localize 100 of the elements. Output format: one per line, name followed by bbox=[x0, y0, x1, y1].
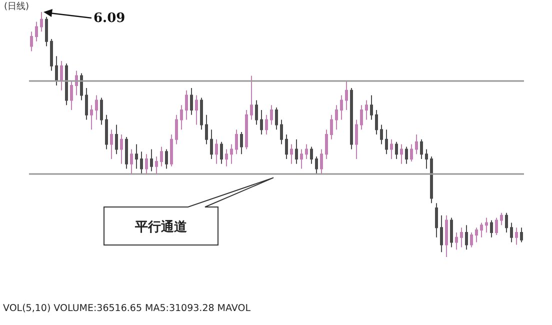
candlestick bbox=[65, 62, 68, 106]
candlestick bbox=[30, 31, 33, 52]
candlestick bbox=[175, 114, 178, 145]
candlestick bbox=[520, 227, 523, 243]
candlestick bbox=[440, 214, 443, 253]
candlestick bbox=[145, 154, 148, 174]
candlestick bbox=[115, 124, 118, 155]
candlestick bbox=[275, 107, 278, 130]
candlestick bbox=[370, 94, 373, 120]
candlestick bbox=[495, 217, 498, 236]
candlestick bbox=[300, 148, 303, 170]
candlestick bbox=[335, 104, 338, 130]
candlestick bbox=[265, 114, 268, 135]
candlestick bbox=[165, 148, 168, 170]
candlestick bbox=[55, 56, 58, 86]
candlestick bbox=[250, 75, 253, 120]
candlestick bbox=[480, 222, 483, 238]
candlestick bbox=[205, 114, 208, 145]
candlestick bbox=[395, 141, 398, 160]
candlestick bbox=[75, 70, 78, 96]
candlestick bbox=[85, 87, 88, 120]
candlestick bbox=[170, 134, 173, 167]
candlestick bbox=[215, 138, 218, 164]
candlestick bbox=[120, 134, 123, 164]
candlestick bbox=[490, 220, 493, 238]
candlestick bbox=[330, 114, 333, 140]
candlestick bbox=[465, 224, 468, 250]
annotation: 6.09 bbox=[94, 11, 126, 26]
candlestick bbox=[80, 72, 83, 101]
candlestick bbox=[365, 100, 368, 120]
candlestick bbox=[425, 148, 428, 170]
candlestick bbox=[325, 129, 328, 160]
chart-title: (日线) bbox=[4, 0, 30, 13]
candlestick bbox=[135, 144, 138, 170]
candlestick bbox=[220, 141, 223, 164]
candlestick bbox=[515, 227, 518, 246]
candlestick bbox=[355, 119, 358, 160]
candlestick bbox=[200, 97, 203, 130]
candlestick bbox=[405, 146, 408, 164]
candlestick bbox=[375, 110, 378, 135]
candlestick bbox=[270, 104, 273, 126]
candlestick bbox=[40, 12, 43, 32]
candlestick bbox=[50, 38, 53, 72]
candlestick bbox=[310, 146, 313, 164]
candlestick bbox=[230, 144, 233, 164]
candlestick bbox=[45, 16, 48, 47]
candlestick bbox=[445, 214, 448, 258]
candlestick bbox=[290, 144, 293, 164]
candlestick bbox=[245, 110, 248, 150]
candlestick bbox=[505, 212, 508, 233]
candlestick bbox=[210, 129, 213, 160]
candlestick bbox=[305, 144, 308, 160]
candlestick bbox=[60, 60, 63, 91]
candlestick bbox=[90, 104, 93, 130]
candlestick bbox=[500, 212, 503, 226]
candlestick bbox=[390, 138, 393, 160]
candlestick bbox=[125, 136, 128, 170]
candlestick bbox=[410, 144, 413, 162]
candlestick bbox=[225, 148, 228, 167]
candlestick bbox=[195, 94, 198, 126]
candlestick bbox=[190, 87, 193, 116]
candlestick bbox=[470, 232, 473, 248]
candlestick bbox=[345, 80, 348, 110]
annotation: 平行通道 bbox=[134, 219, 188, 236]
candlestick bbox=[435, 202, 438, 238]
candlestick bbox=[160, 146, 163, 167]
candlestick bbox=[350, 87, 353, 150]
candlestick bbox=[485, 217, 488, 233]
candlestick bbox=[415, 134, 418, 155]
candlestick bbox=[340, 94, 343, 120]
candlestick bbox=[360, 104, 363, 130]
text: VOL(5,10) VOLUME:36516.65 MA5:31093.28 MAVOL bbox=[3, 303, 250, 314]
candlestick bbox=[420, 138, 423, 160]
candlestick bbox=[70, 80, 73, 110]
candlestick bbox=[400, 144, 403, 164]
candlestick bbox=[455, 232, 458, 250]
candlestick bbox=[140, 151, 143, 174]
candlestick bbox=[150, 148, 153, 172]
candlestick bbox=[105, 114, 108, 150]
candlestick bbox=[280, 119, 283, 145]
candlestick bbox=[240, 132, 243, 155]
candlestick bbox=[110, 129, 113, 160]
candlestick bbox=[180, 104, 183, 130]
candlestick bbox=[95, 94, 98, 120]
candlestick bbox=[255, 100, 258, 126]
candlestick bbox=[320, 148, 323, 174]
candlestick bbox=[100, 97, 103, 126]
candlestick bbox=[385, 129, 388, 155]
candlestick bbox=[155, 156, 158, 174]
candlestick bbox=[185, 90, 188, 120]
candlestick bbox=[460, 227, 463, 248]
candlestick bbox=[430, 156, 433, 204]
candlestick bbox=[475, 227, 478, 243]
candlestick bbox=[380, 124, 383, 145]
candlestick bbox=[260, 110, 263, 135]
candlestick bbox=[285, 134, 288, 160]
candlestick bbox=[130, 148, 133, 174]
candlestick bbox=[450, 217, 453, 248]
candlestick bbox=[35, 21, 38, 42]
candlestick bbox=[510, 222, 513, 243]
